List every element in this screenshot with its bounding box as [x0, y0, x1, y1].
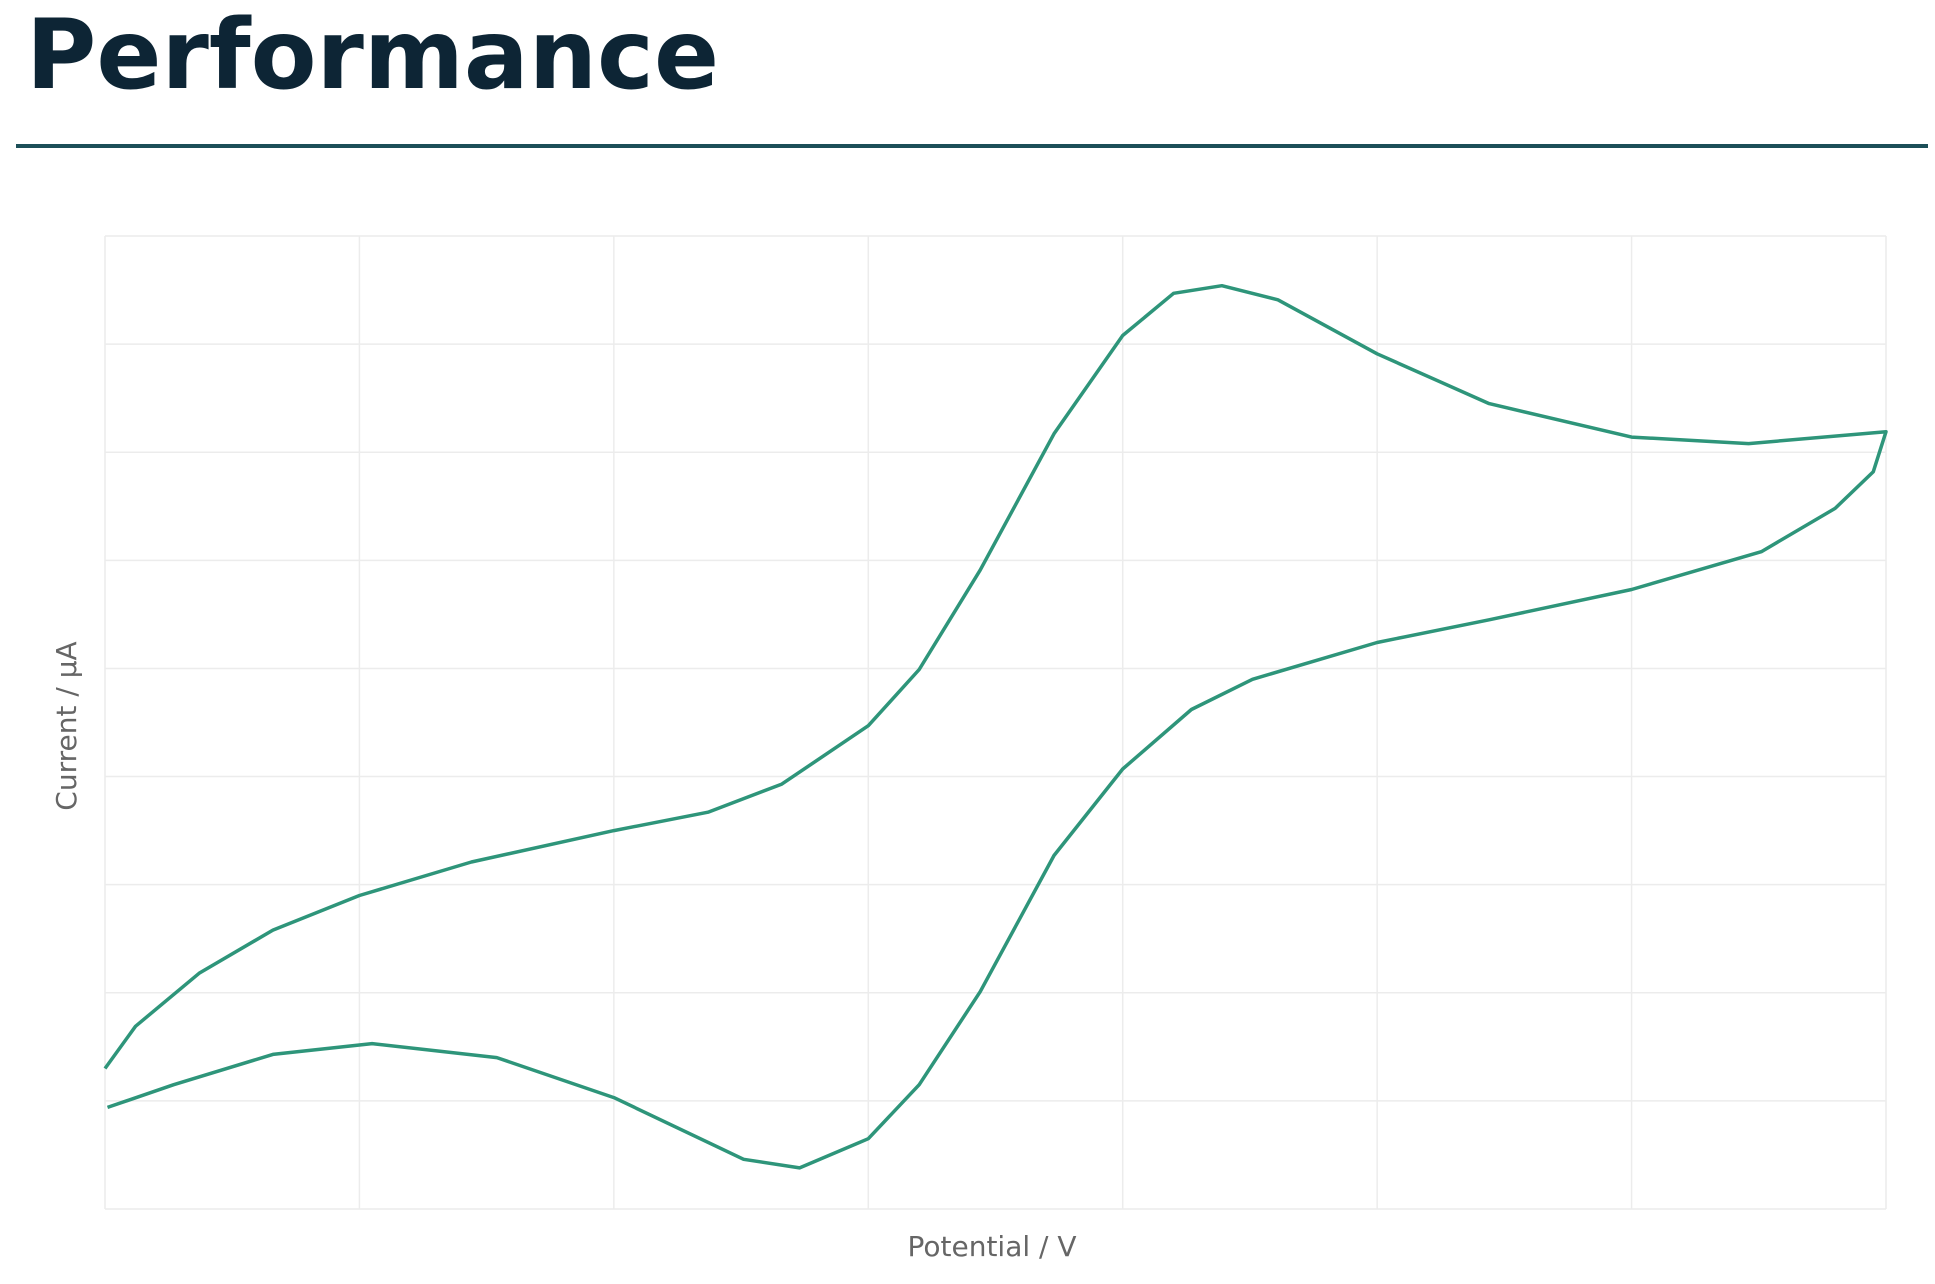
chart-title: Performance — [26, 0, 719, 111]
y-axis-label: Current / µA — [50, 641, 83, 810]
grid — [104, 235, 1887, 1210]
x-axis-label: Potential / V — [907, 1230, 1076, 1263]
data-line — [103, 283, 1888, 1170]
